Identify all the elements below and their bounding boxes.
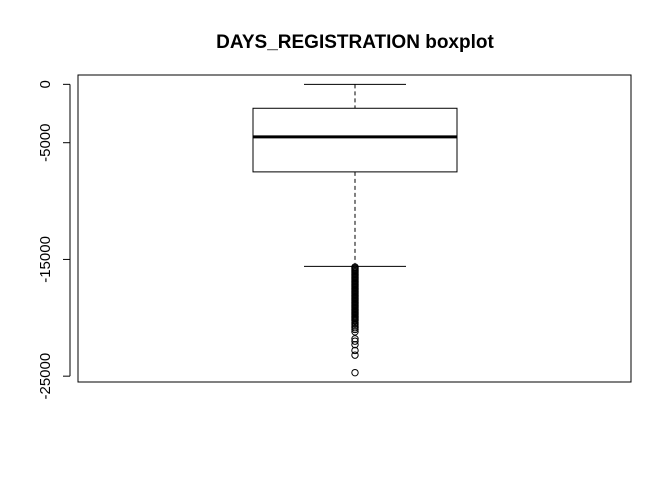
outlier-point (351, 368, 359, 377)
outlier-point (351, 346, 359, 355)
outlier-point (351, 337, 359, 345)
y-tick-label: -25000 (37, 353, 54, 400)
outlier-point (351, 351, 359, 359)
outlier-point (351, 328, 359, 336)
y-tick-label: 0 (37, 80, 54, 88)
y-tick-label: -5000 (37, 124, 54, 162)
iqr-box (252, 107, 458, 173)
chart-title: DAYS_REGISTRATION boxplot (216, 32, 494, 53)
plot-area (252, 83, 458, 377)
y-axis: 0 -5000 -15000 -25000 (37, 80, 71, 400)
y-tick-label: -15000 (37, 236, 54, 283)
plot-frame (77, 74, 632, 383)
outlier-point (351, 325, 359, 334)
outlier-point (351, 335, 359, 343)
outlier-point (351, 340, 359, 349)
